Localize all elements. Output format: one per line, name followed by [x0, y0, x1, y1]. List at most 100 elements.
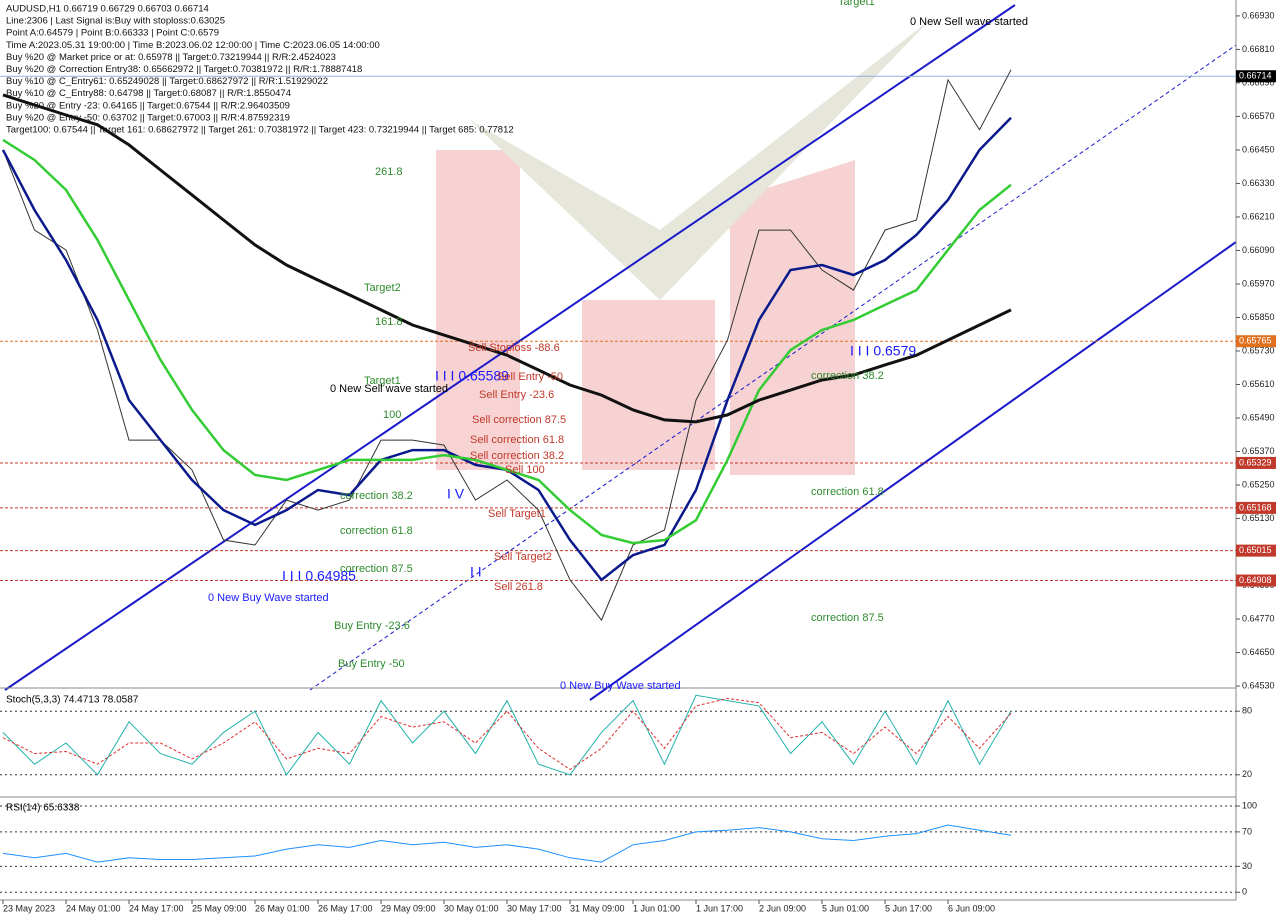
- x-tick-label: 30 May 01:00: [444, 903, 499, 913]
- y-tick-label: 0: [1242, 887, 1247, 897]
- y-tick-label: 0.66330: [1242, 178, 1275, 188]
- y-tick-label: 0.66690: [1242, 77, 1275, 87]
- level-tag: [1236, 544, 1276, 557]
- y-tick-label: 0.65730: [1242, 345, 1275, 355]
- y-tick-label: 0.66930: [1242, 10, 1275, 20]
- y-tick-label: 0.65610: [1242, 379, 1275, 389]
- info-line: Target100: 0.67544 || Target 161: 0.6862…: [6, 125, 514, 136]
- info-line: Buy %10 @ C_Entry61: 0.65249028 || Targe…: [6, 76, 328, 87]
- x-tick-label: 26 May 01:00: [255, 903, 310, 913]
- current-price-label: 0.66714: [1239, 71, 1272, 81]
- watermark-shape: [470, 20, 930, 300]
- annotation: Target2: [364, 282, 401, 294]
- level-label: 0.65168: [1239, 502, 1272, 512]
- y-tick-label: 0.64530: [1242, 680, 1275, 690]
- y-tick-label: 0.65490: [1242, 412, 1275, 422]
- annotation: correction 61.8: [811, 486, 884, 498]
- x-tick-label: 24 May 17:00: [129, 903, 184, 913]
- x-tick-label: 5 Jun 17:00: [885, 903, 932, 913]
- level-tag: [1236, 335, 1276, 348]
- info-line: Line:2306 | Last Signal is:Buy with stop…: [6, 16, 225, 27]
- x-tick-label: 2 Jun 09:00: [759, 903, 806, 913]
- y-tick-label: 0.66210: [1242, 211, 1275, 221]
- series-line: [2, 138, 1012, 545]
- annotation: I V: [447, 486, 465, 502]
- watermark: [436, 20, 930, 475]
- channel-line: [589, 241, 1237, 701]
- channel-mid-line: [309, 44, 1237, 691]
- y-tick-label: 0.65130: [1242, 513, 1275, 523]
- annotation: 0 New Buy Wave started: [560, 680, 681, 692]
- annotation: 0 New Buy Wave started: [208, 592, 329, 604]
- info-line: Buy %20 @ Correction Entry38: 0.65662972…: [6, 64, 362, 75]
- y-tick-label: 0.64650: [1242, 647, 1275, 657]
- info-line: Buy %20 @ Entry -23: 0.64165 || Target:0…: [6, 100, 290, 111]
- info-line: Buy %20 @ Market price or at: 0.65978 ||…: [6, 52, 336, 63]
- annotation: Sell Target2: [494, 551, 552, 563]
- annotation: 261.8: [375, 166, 403, 178]
- y-tick-label: 0.66450: [1242, 144, 1275, 154]
- series-line: [2, 69, 1012, 622]
- info-line: Point A:0.64579 | Point B:0.66333 | Poin…: [6, 28, 219, 39]
- watermark-shape: [436, 150, 520, 470]
- y-tick-label: 70: [1242, 826, 1252, 836]
- annotation: I I I 0.64985: [282, 568, 356, 584]
- info-line: Buy %10 @ C_Entry88: 0.64798 || Target:0…: [6, 88, 291, 99]
- info-line: Time A:2023.05.31 19:00:00 | Time B:2023…: [6, 40, 380, 51]
- y-tick-label: 0.65250: [1242, 479, 1275, 489]
- level-label: 0.65765: [1239, 336, 1272, 346]
- x-tick-label: 6 Jun 09:00: [948, 903, 995, 913]
- x-tick-label: 30 May 17:00: [507, 903, 562, 913]
- info-line: Buy %20 @ Entry -50: 0.63702 || Target:0…: [6, 112, 290, 123]
- y-tick-label: 20: [1242, 769, 1252, 779]
- series-line: [2, 697, 1012, 771]
- level-label: 0.65329: [1239, 457, 1272, 467]
- y-tick-label: 0.65850: [1242, 312, 1275, 322]
- y-tick-label: 0.66810: [1242, 44, 1275, 54]
- series-line: [2, 93, 1012, 424]
- x-tick-label: 23 May 2023: [3, 903, 55, 913]
- watermark-shape: [730, 160, 855, 475]
- annotation: Sell 100: [505, 464, 545, 476]
- annotation: Buy Entry -50: [338, 658, 405, 670]
- x-tick-label: 24 May 01:00: [66, 903, 121, 913]
- annotation: Sell correction 38.2: [470, 450, 564, 462]
- x-tick-label: 31 May 09:00: [570, 903, 625, 913]
- annotation: Sell Target1: [488, 508, 546, 520]
- annotation: Target1: [838, 0, 875, 8]
- annotation: Target1: [364, 375, 401, 387]
- level-tag: [1236, 574, 1276, 587]
- y-tick-label: 0.64770: [1242, 613, 1275, 623]
- annotation: Sell 261.8: [494, 581, 543, 593]
- series-line: [2, 694, 1012, 776]
- stoch-title: Stoch(5,3,3) 74.4713 78.0587: [6, 695, 139, 706]
- level-tag: [1236, 456, 1276, 469]
- annotation: 100: [383, 409, 401, 421]
- level-label: 0.64908: [1239, 575, 1272, 585]
- annotation: correction 61.8: [340, 525, 413, 537]
- annotation: correction 38.2: [340, 490, 413, 502]
- rsi-title: RSI(14) 65.6338: [6, 803, 80, 814]
- x-tick-label: 25 May 09:00: [192, 903, 247, 913]
- level-tag: [1236, 501, 1276, 514]
- x-tick-label: 1 Jun 17:00: [696, 903, 743, 913]
- annotation: Sell Entry -50: [497, 371, 563, 383]
- level-label: 0.65015: [1239, 545, 1272, 555]
- info-line: AUDUSD,H1 0.66719 0.66729 0.66703 0.6671…: [6, 4, 209, 15]
- channel-line: [4, 4, 1016, 691]
- annotation: correction 87.5: [811, 612, 884, 624]
- y-tick-label: 80: [1242, 706, 1252, 716]
- annotation: correction 38.2: [811, 370, 884, 382]
- annotation: Sell correction 87.5: [472, 414, 566, 426]
- y-tick-label: 0.66090: [1242, 245, 1275, 255]
- annotation: I I: [470, 564, 482, 580]
- annotation: Sell Entry -23.6: [479, 389, 554, 401]
- y-tick-label: 0.65370: [1242, 446, 1275, 456]
- annotation: Sell correction 61.8: [470, 434, 564, 446]
- series-line: [2, 824, 1012, 863]
- x-tick-label: 5 Jun 01:00: [822, 903, 869, 913]
- annotation: 0 New Sell wave started: [910, 16, 1028, 28]
- annotation: I I I 0.65589: [435, 368, 509, 384]
